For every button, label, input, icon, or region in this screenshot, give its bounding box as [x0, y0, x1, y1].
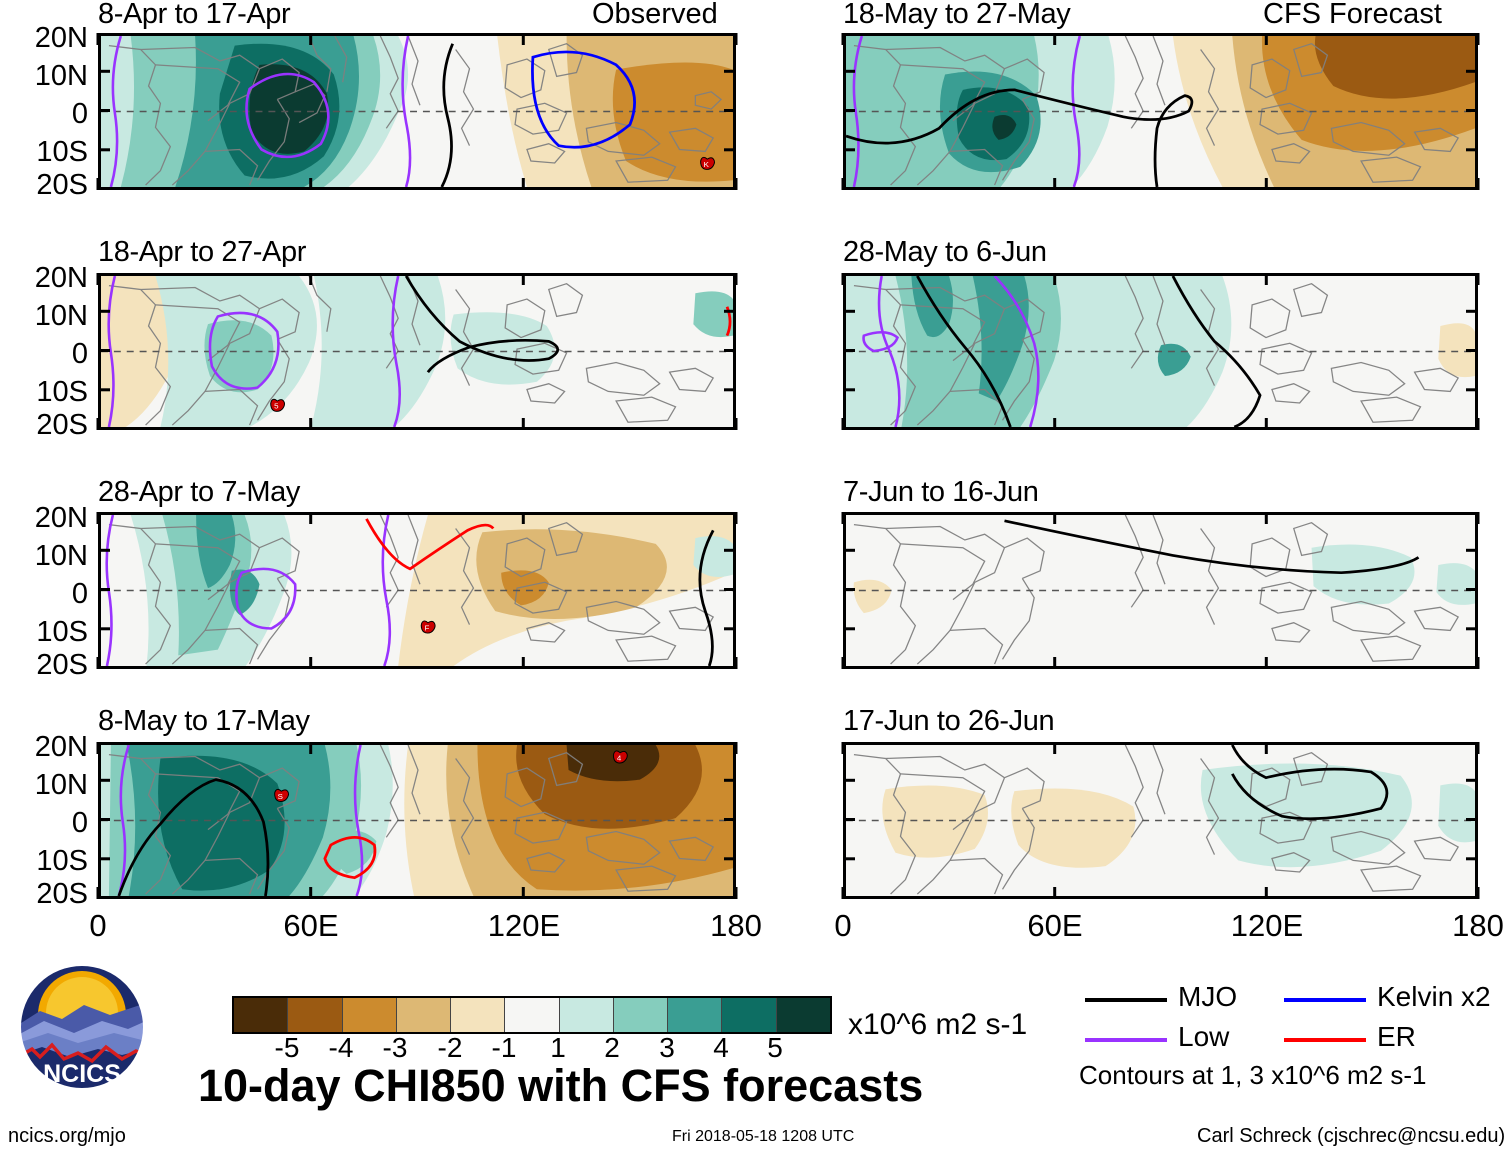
- footer-left[interactable]: ncics.org/mjo: [8, 1125, 126, 1147]
- legend-line-er: [1284, 1038, 1366, 1042]
- colorbar-swatch-0: [234, 998, 289, 1032]
- x-tick-60e-left: 60E: [283, 908, 339, 943]
- cyclone-layer-l3: F: [420, 620, 436, 634]
- colorbar-tick-4: 4: [713, 1032, 729, 1063]
- x-tick-0-left: 0: [89, 908, 107, 943]
- colorbar-swatch-2: [342, 998, 397, 1032]
- y-tick-0-r2: 0: [71, 338, 88, 370]
- colorbar-tick-1: 1: [550, 1032, 566, 1063]
- svg-text:5: 5: [274, 402, 279, 411]
- legend-line-kelvin: [1284, 998, 1366, 1002]
- svg-text:4: 4: [617, 753, 622, 762]
- colorbar-tick--1: -1: [491, 1032, 517, 1063]
- footer-center: Fri 2018-05-18 1208 UTC: [672, 1128, 855, 1145]
- legend-label-mjo: MJO: [1178, 981, 1238, 1012]
- y-tick-10n-r2: 10N: [34, 300, 88, 332]
- y-tick-0-r1: 0: [71, 98, 88, 130]
- cyclone-layer-l1: K: [700, 156, 715, 170]
- map-panel-left-3[interactable]: F: [98, 512, 736, 669]
- colorbar-swatch-8: [668, 998, 723, 1032]
- y-tick-10s-r2: 10S: [36, 376, 88, 408]
- cyclone-marker: S: [274, 788, 289, 802]
- footer-right[interactable]: Carl Schreck (cjschrec@ncsu.edu): [1197, 1125, 1506, 1147]
- y-tick-10n-r4: 10N: [34, 769, 88, 801]
- y-tick-10n-r3: 10N: [34, 540, 88, 572]
- legend-label-low: Low: [1178, 1021, 1230, 1052]
- panel-title-right-2: 28-May to 6-Jun: [843, 236, 1047, 268]
- legend-label-er: ER: [1377, 1021, 1416, 1052]
- colorbar-swatch-3: [396, 998, 452, 1032]
- map-panel-right-2[interactable]: [843, 273, 1478, 430]
- colorbar-swatch-4: [451, 998, 506, 1032]
- panel-title-left-3: 28-Apr to 7-May: [98, 476, 300, 508]
- panel-title-right-4: 17-Jun to 26-Jun: [843, 705, 1055, 737]
- colorbar-swatch-5: [505, 998, 560, 1032]
- y-tick-20n-r1: 20N: [34, 22, 88, 54]
- cyclone-layer-l2: 5: [270, 398, 285, 412]
- y-tick-0-r4: 0: [71, 807, 88, 839]
- colorbar-tick--2: -2: [437, 1032, 463, 1063]
- y-tick-20s-r3: 20S: [36, 649, 88, 681]
- map-panel-left-2[interactable]: 5: [98, 273, 736, 430]
- column-header-observed: Observed: [592, 0, 718, 30]
- legend-line-low: [1085, 1038, 1167, 1042]
- x-tick-120e-right: 120E: [1230, 908, 1304, 943]
- map-panel-right-1[interactable]: [843, 33, 1478, 190]
- x-tick-180-left: 180: [710, 908, 762, 943]
- panel-title-right-3: 7-Jun to 16-Jun: [843, 476, 1039, 508]
- cyclone-marker: F: [420, 620, 436, 634]
- y-tick-20n-r2: 20N: [34, 262, 88, 294]
- legend-line-mjo: [1085, 998, 1167, 1002]
- colorbar-tick--5: -5: [274, 1032, 300, 1063]
- y-tick-20n-r4: 20N: [34, 731, 88, 763]
- panel-title-left-1: 8-Apr to 17-Apr: [98, 0, 291, 30]
- x-tick-0-right: 0: [834, 908, 852, 943]
- y-tick-10s-r4: 10S: [36, 845, 88, 877]
- colorbar-swatch-10: [776, 998, 830, 1032]
- legend-label-kelvin: Kelvin x2: [1377, 981, 1491, 1012]
- svg-text:S: S: [278, 792, 283, 801]
- panel-title-right-1: 18-May to 27-May: [843, 0, 1071, 30]
- map-panel-left-1[interactable]: K: [98, 33, 736, 190]
- x-tick-180-right: 180: [1452, 908, 1504, 943]
- colorbar-tick-2: 2: [604, 1032, 620, 1063]
- ncics-logo: NCICS: [18, 963, 146, 1091]
- panel-title-left-2: 18-Apr to 27-Apr: [98, 236, 306, 268]
- y-tick-10s-r1: 10S: [36, 136, 88, 168]
- cyclone-layer-l4: S 4: [274, 750, 628, 802]
- colorbar-swatch-1: [288, 998, 343, 1032]
- map-panel-left-4[interactable]: S 4: [98, 742, 736, 899]
- logo-text: NCICS: [43, 1060, 121, 1088]
- cyclone-marker: 4: [613, 750, 628, 764]
- x-tick-120e-left: 120E: [487, 908, 561, 943]
- main-title: 10-day CHI850 with CFS forecasts: [198, 1060, 924, 1111]
- y-tick-20s-r1: 20S: [36, 169, 88, 201]
- colorbar-swatch-9: [722, 998, 777, 1032]
- cyclone-marker: K: [700, 156, 715, 170]
- colorbar[interactable]: [232, 996, 832, 1034]
- colorbar-tick--4: -4: [328, 1032, 354, 1063]
- y-tick-0-r3: 0: [71, 578, 88, 610]
- y-tick-20n-r3: 20N: [34, 502, 88, 534]
- svg-text:F: F: [424, 624, 429, 633]
- y-tick-10n-r1: 10N: [34, 60, 88, 92]
- map-panel-right-3[interactable]: [843, 512, 1478, 669]
- x-tick-60e-right: 60E: [1027, 908, 1083, 943]
- colorbar-tick--3: -3: [382, 1032, 408, 1063]
- cyclone-marker: 5: [270, 398, 285, 412]
- colorbar-swatch-7: [613, 998, 669, 1032]
- y-tick-20s-r2: 20S: [36, 409, 88, 441]
- y-tick-10s-r3: 10S: [36, 616, 88, 648]
- colorbar-tick-3: 3: [659, 1032, 675, 1063]
- contour-note: Contours at 1, 3 x10^6 m2 s-1: [1079, 1060, 1427, 1090]
- svg-text:K: K: [704, 160, 710, 169]
- y-tick-20s-r4: 20S: [36, 878, 88, 910]
- panel-title-left-4: 8-May to 17-May: [98, 705, 310, 737]
- colorbar-tick-5: 5: [767, 1032, 783, 1063]
- colorbar-swatch-6: [559, 998, 614, 1032]
- column-header-cfs: CFS Forecast: [1263, 0, 1442, 30]
- map-panel-right-4[interactable]: [843, 742, 1478, 899]
- colorbar-units: x10^6 m2 s-1: [848, 1008, 1028, 1041]
